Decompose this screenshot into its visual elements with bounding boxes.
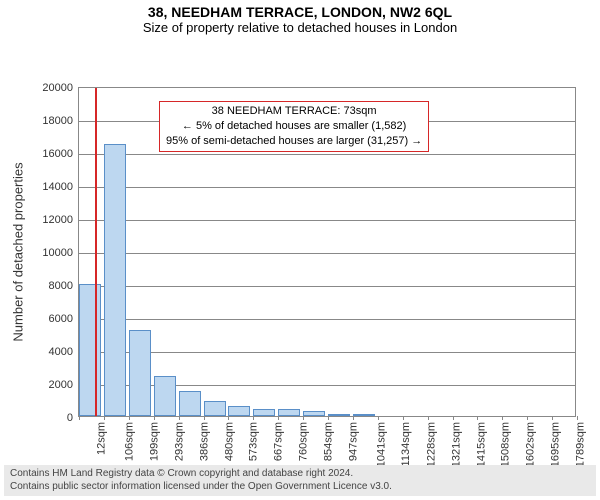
histogram-bar: [179, 391, 201, 416]
property-marker-line: [95, 88, 97, 416]
x-tick: [552, 416, 553, 420]
y-tick-label: 0: [67, 412, 79, 424]
x-tick: [253, 416, 254, 420]
y-axis-label: Number of detached properties: [11, 162, 26, 341]
x-tick-label: 1228sqm: [425, 422, 437, 467]
x-tick: [378, 416, 379, 420]
gridline: [79, 352, 575, 353]
x-tick: [403, 416, 404, 420]
x-tick-label: 1321sqm: [450, 422, 462, 467]
y-tick-label: 4000: [49, 346, 79, 358]
histogram-bar: [204, 401, 226, 416]
histogram-bar: [79, 284, 101, 416]
callout-line: 95% of semi-detached houses are larger (…: [166, 134, 422, 149]
x-tick-label: 1602sqm: [525, 422, 537, 467]
x-tick-label: 1415sqm: [475, 422, 487, 467]
x-tick: [527, 416, 528, 420]
histogram-bar: [353, 414, 375, 416]
histogram-bar: [278, 409, 300, 416]
x-tick: [278, 416, 279, 420]
x-tick-label: 1789sqm: [575, 422, 587, 467]
x-tick-label: 1695sqm: [550, 422, 562, 467]
gridline: [79, 319, 575, 320]
x-tick: [577, 416, 578, 420]
x-tick-label: 199sqm: [148, 422, 160, 461]
chart-subtitle: Size of property relative to detached ho…: [0, 20, 600, 37]
x-tick: [453, 416, 454, 420]
callout-line: 38 NEEDHAM TERRACE: 73sqm: [166, 104, 422, 119]
gridline: [79, 187, 575, 188]
x-tick: [328, 416, 329, 420]
x-tick: [104, 416, 105, 420]
histogram-bar: [129, 330, 151, 416]
callout-box: 38 NEEDHAM TERRACE: 73sqm← 5% of detache…: [159, 101, 429, 152]
x-tick-label: 1508sqm: [500, 422, 512, 467]
gridline: [79, 253, 575, 254]
x-tick: [129, 416, 130, 420]
x-tick: [204, 416, 205, 420]
callout-line: ← 5% of detached houses are smaller (1,5…: [166, 119, 422, 134]
y-tick-label: 2000: [49, 379, 79, 391]
histogram-bar: [228, 406, 250, 416]
x-tick-label: 1134sqm: [400, 422, 412, 466]
attribution-line1: Contains HM Land Registry data © Crown c…: [10, 468, 590, 481]
x-tick-label: 480sqm: [223, 422, 235, 461]
y-tick-label: 6000: [49, 313, 79, 325]
histogram-bar: [253, 409, 275, 416]
x-tick: [79, 416, 80, 420]
gridline: [79, 154, 575, 155]
x-tick-label: 760sqm: [298, 422, 310, 461]
x-tick: [179, 416, 180, 420]
x-tick-label: 667sqm: [273, 422, 285, 461]
x-tick-label: 386sqm: [198, 422, 210, 461]
x-tick: [303, 416, 304, 420]
x-tick-label: 573sqm: [248, 422, 260, 461]
chart-title: 38, NEEDHAM TERRACE, LONDON, NW2 6QL: [0, 0, 600, 20]
plot-area: 0200040006000800010000120001400016000180…: [78, 87, 576, 417]
x-tick-label: 293sqm: [173, 422, 185, 461]
histogram-bar: [154, 376, 176, 416]
gridline: [79, 286, 575, 287]
x-tick-label: 1041sqm: [376, 422, 388, 467]
histogram-bar: [303, 411, 325, 416]
x-tick-label: 12sqm: [96, 422, 108, 455]
y-tick-label: 20000: [42, 82, 79, 94]
attribution-footer: Contains HM Land Registry data © Crown c…: [4, 465, 596, 496]
x-tick: [154, 416, 155, 420]
gridline: [79, 220, 575, 221]
x-tick-label: 854sqm: [323, 422, 335, 461]
attribution-line2: Contains public sector information licen…: [10, 481, 590, 494]
x-tick-label: 106sqm: [124, 422, 136, 461]
y-tick-label: 18000: [42, 115, 79, 127]
chart-area: Number of detached properties 0200040006…: [0, 37, 600, 467]
y-tick-label: 12000: [42, 214, 79, 226]
x-tick: [353, 416, 354, 420]
y-tick-label: 16000: [42, 148, 79, 160]
histogram-bar: [328, 414, 350, 416]
x-tick: [502, 416, 503, 420]
x-tick: [228, 416, 229, 420]
x-tick-label: 947sqm: [348, 422, 360, 461]
histogram-bar: [104, 144, 126, 416]
x-tick: [477, 416, 478, 420]
y-tick-label: 8000: [49, 280, 79, 292]
x-tick: [428, 416, 429, 420]
y-tick-label: 14000: [42, 181, 79, 193]
y-tick-label: 10000: [42, 247, 79, 259]
